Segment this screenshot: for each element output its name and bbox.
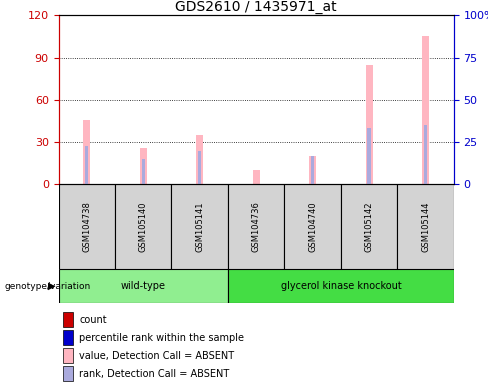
Bar bbox=[285, 184, 341, 269]
Text: GSM104736: GSM104736 bbox=[252, 201, 261, 252]
Bar bbox=[171, 184, 228, 269]
Bar bbox=[115, 184, 171, 269]
Text: GSM105141: GSM105141 bbox=[195, 201, 204, 252]
Text: count: count bbox=[79, 314, 107, 324]
Bar bbox=[140, 148, 147, 184]
Bar bbox=[422, 36, 429, 184]
Bar bbox=[83, 119, 90, 184]
Text: genotype/variation: genotype/variation bbox=[5, 281, 91, 291]
Text: GSM105144: GSM105144 bbox=[421, 201, 430, 252]
Bar bbox=[196, 135, 203, 184]
Text: GSM104738: GSM104738 bbox=[82, 201, 91, 252]
Bar bbox=[85, 146, 88, 184]
Bar bbox=[366, 65, 372, 184]
Bar bbox=[198, 151, 202, 184]
Bar bbox=[367, 128, 371, 184]
Title: GDS2610 / 1435971_at: GDS2610 / 1435971_at bbox=[175, 0, 337, 14]
Bar bbox=[309, 156, 316, 184]
Bar bbox=[62, 366, 73, 381]
Text: GSM105140: GSM105140 bbox=[139, 201, 148, 252]
Text: rank, Detection Call = ABSENT: rank, Detection Call = ABSENT bbox=[79, 369, 229, 379]
Bar bbox=[311, 156, 314, 184]
Text: GSM104740: GSM104740 bbox=[308, 201, 317, 252]
Text: wild-type: wild-type bbox=[121, 281, 166, 291]
Bar bbox=[62, 312, 73, 327]
Bar bbox=[341, 184, 397, 269]
Bar bbox=[142, 159, 145, 184]
Text: glycerol kinase knockout: glycerol kinase knockout bbox=[281, 281, 401, 291]
Bar bbox=[62, 348, 73, 363]
Bar bbox=[253, 170, 260, 184]
Text: value, Detection Call = ABSENT: value, Detection Call = ABSENT bbox=[79, 351, 234, 361]
Text: GSM105142: GSM105142 bbox=[365, 201, 374, 252]
Bar bbox=[62, 330, 73, 345]
Text: ▶: ▶ bbox=[47, 281, 55, 291]
Bar bbox=[397, 184, 454, 269]
Bar bbox=[59, 184, 115, 269]
Text: percentile rank within the sample: percentile rank within the sample bbox=[79, 333, 244, 343]
Bar bbox=[59, 269, 228, 303]
Bar bbox=[424, 125, 427, 184]
Bar bbox=[228, 184, 285, 269]
Bar bbox=[228, 269, 454, 303]
